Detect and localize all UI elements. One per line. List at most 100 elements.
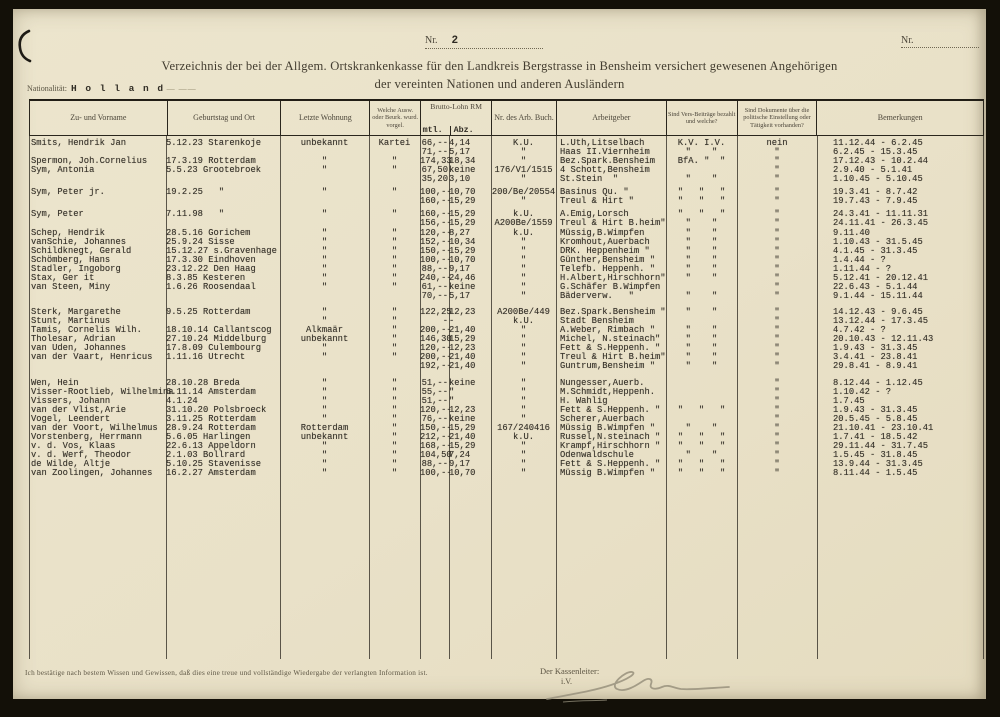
header-gross-wage-label: Brutto-Lohn RM	[430, 102, 482, 111]
table-cell: k.U.	[512, 432, 535, 442]
table-cell: "	[321, 378, 328, 388]
table-cell: H.Albert,Hirschhorn"	[560, 273, 666, 283]
nr-value: 2	[451, 35, 459, 47]
table-cell: 12,23	[449, 405, 476, 415]
table-row: 35,20 3,10 " St.Stein " " " " 1.10.45 - 5.10.4…	[29, 175, 984, 184]
table-cell: Schep, Hendrik	[31, 228, 105, 238]
table-cell: 100,--	[420, 468, 452, 478]
table-cell: "	[774, 209, 780, 219]
table-cell: 3.11.25 Rotterdam	[166, 414, 256, 424]
table-cell: "	[391, 307, 398, 317]
header-wage-monthly: mtl.	[422, 124, 443, 135]
table-cell: 21,40	[449, 432, 476, 442]
table-cell: " " "	[677, 187, 726, 197]
table-cell: 8.11.44 - 1.5.45	[833, 468, 918, 478]
header-gross-wage: Brutto-Lohn RM mtl. Abz.	[420, 101, 491, 135]
table-cell: "	[321, 307, 328, 317]
header-remarks: Bemerkungen	[816, 101, 983, 135]
table-cell: 5,17	[449, 147, 471, 157]
table-cell: "	[520, 282, 527, 292]
table-cell: Schildknegt, Gerald	[31, 246, 132, 256]
table-row: Tholesar, Adrian 27.10.24 Middelburg unbek…	[29, 335, 984, 344]
column-rule	[420, 136, 421, 659]
table-cell: 24.11.41 - 26.3.45	[833, 218, 929, 228]
page-title-line1: Verzeichnis der bei der Allgem. Ortskran…	[161, 59, 838, 73]
insured-persons-table: Zu- und Vorname Geburtstag und Ort Letzt…	[29, 99, 984, 662]
table-cell: 1.7.45	[833, 396, 865, 406]
table-cell: 61,--	[421, 282, 448, 292]
column-rule	[369, 136, 370, 659]
table-cell: k.U.	[512, 228, 535, 238]
table-row: Wen, Hein 28.10.28 Breda " " 51,-- keine " Nung…	[29, 379, 984, 388]
table-cell: M.Schmidt,Heppenh.	[560, 387, 656, 397]
table-cell: 150,--	[420, 246, 452, 256]
table-cell: "	[774, 273, 780, 283]
table-cell: 200,--	[420, 352, 452, 362]
table-cell: 19.3.41 - 8.7.42	[833, 187, 918, 197]
header-workbook-number: Nr. des Arb. Buch.	[491, 101, 556, 135]
table-cell: 8,27	[449, 228, 471, 238]
table-cell: "	[391, 468, 398, 478]
table-cell: "	[391, 209, 398, 219]
table-cell: 4.1.45 - 31.3.45	[833, 246, 918, 256]
table-cell: Guntrum,Bensheim "	[560, 361, 656, 371]
table-cell: "	[520, 352, 527, 362]
table-cell: 160,--	[420, 196, 452, 206]
table-cell: "	[520, 450, 527, 460]
table-cell: van der Vlist,Arie	[31, 405, 127, 415]
table-cell: 70,--	[421, 291, 448, 301]
table-cell	[369, 292, 420, 301]
table-cell: unbekannt	[300, 334, 349, 344]
table-cell: DRK. Heppenheim "	[560, 246, 650, 256]
table-cell: "	[391, 423, 398, 433]
table-cell: " "	[685, 450, 718, 460]
table-cell: 240,--	[420, 273, 452, 283]
table-cell: 192,--	[420, 361, 452, 371]
table-cell: 212,--	[420, 432, 452, 442]
table-cell: 10,70	[449, 255, 476, 265]
table-cell: Telefb. Heppenh. "	[560, 264, 656, 274]
table-cell: 5.6.05 Harlingen	[166, 432, 251, 442]
table-cell: 200,--	[420, 325, 452, 335]
table-cell: " "	[685, 361, 718, 371]
table-cell: "	[321, 156, 328, 166]
table-cell: "	[321, 273, 328, 283]
table-cell: 9.1.44 - 15.11.44	[833, 291, 923, 301]
table-cell: Stadt Bensheim	[560, 316, 634, 326]
table-cell: St.Stein "	[560, 174, 619, 184]
table-cell: Fett & S.Heppenh. "	[560, 405, 661, 415]
table-cell: Rotterdam	[300, 423, 349, 433]
table-cell: 13.12.44 - 17.3.45	[833, 316, 929, 326]
table-cell: "	[774, 307, 780, 317]
nationality-label: Nationalität:	[27, 84, 67, 93]
table-cell: Russel,N.steinach "	[560, 432, 661, 442]
table-cell: 20.10.43 - 12.11.43	[833, 334, 934, 344]
table-row: van Uden, Johannes 17.8.09 Culembourg " " 12…	[29, 344, 984, 353]
table-cell: "	[391, 432, 398, 442]
table-cell: 15,29	[449, 423, 476, 433]
table-cell: K.V. I.V.	[677, 138, 726, 148]
table-cell: Tholesar, Adrian	[31, 334, 116, 344]
table-cell: Bez.Spark.Bensheim	[560, 156, 656, 166]
table-row: Visser-Rootlieb, Wilhelmina 6.11.14 Amste…	[29, 388, 984, 397]
table-cell: 8.3.85 Kesteren	[166, 273, 246, 283]
table-cell: " "	[685, 291, 718, 301]
table-cell: 1.6.26 Roosendaal	[166, 282, 256, 292]
table-cell: "	[520, 246, 527, 256]
table-row: van Steen, Miny 1.6.26 Roosendaal " " 61,-- k…	[29, 283, 984, 292]
table-cell: 51,--	[421, 378, 448, 388]
table-cell: 17.3.30 Eindhoven	[166, 255, 256, 265]
table-cell: Schömberg, Hans	[31, 255, 111, 265]
table-cell: "	[774, 423, 780, 433]
table-row: Schep, Hendrik 28.5.16 Gorichem " " 120,-- 8,…	[29, 229, 984, 238]
scanned-document-page: Nr. 2 Nr. Verzeichnis der bei der Allgem.…	[13, 9, 986, 703]
table-cell: Stax, Ger it	[31, 273, 95, 283]
table-cell: "	[321, 396, 328, 406]
table-cell: 31.10.20 Polsbroeck	[166, 405, 267, 415]
header-political-documents: Sind Dokumente über die politische Einst…	[736, 101, 817, 135]
header-insurance-paid: Sind Vers-Beiträge bezahlt und welche?	[665, 101, 737, 135]
table-cell: " " "	[677, 405, 726, 415]
table-cell: "	[321, 468, 328, 478]
page-title-line2: der vereinten Nationen und anderen Auslä…	[374, 77, 625, 91]
table-cell: 20.5.45 - 5.8.45	[833, 414, 918, 424]
